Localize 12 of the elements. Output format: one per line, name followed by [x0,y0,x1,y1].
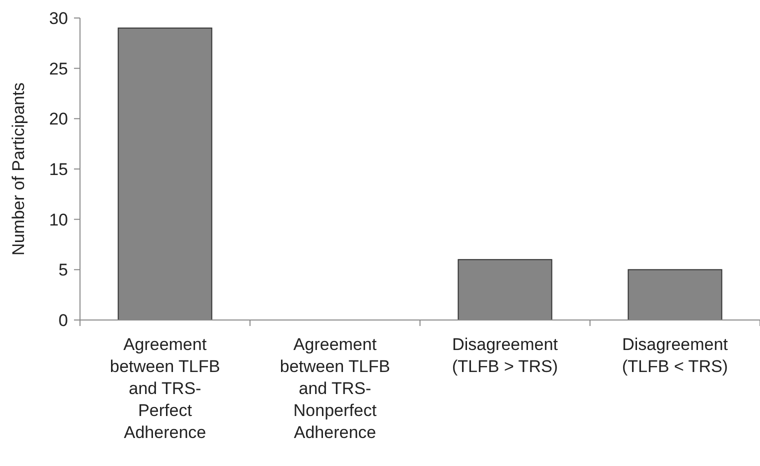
y-tick-label: 15 [49,160,68,179]
y-tick-label: 25 [49,59,68,78]
x-tick-label: Agreement between TLFB and TRS-Nonperfect Adherence [280,335,390,442]
y-axis-title: Number of Participants [9,82,28,256]
x-tick-label: Disagreement (TLFB < TRS) [622,335,728,376]
y-tick-label: 30 [49,8,68,28]
y-tick-label: 0 [58,310,68,330]
y-tick-label: 20 [49,110,68,129]
x-tick-label: Disagreement (TLFB > TRS) [452,335,558,376]
x-tick-label: Agreement between TLFB and TRS-Perfect Adherence [110,335,220,442]
y-tick-label: 10 [49,210,68,230]
y-tick-label: 5 [58,260,68,280]
